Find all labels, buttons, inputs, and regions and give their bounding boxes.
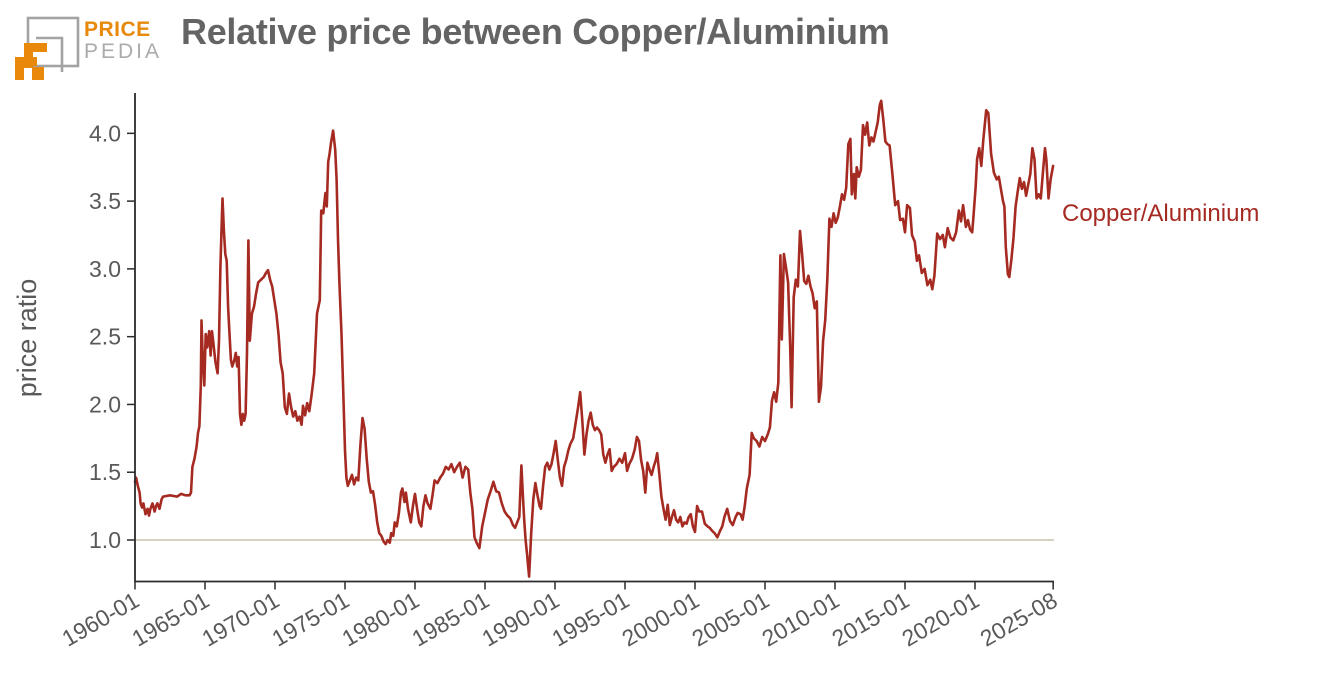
x-axis-ticks: 1960-011965-011970-011975-011980-011985-… bbox=[57, 581, 1062, 652]
pricepedia-logo-mark bbox=[15, 16, 80, 80]
y-tick-label: 1.0 bbox=[89, 527, 121, 553]
axes bbox=[134, 93, 1054, 583]
x-tick-label: 1995-01 bbox=[547, 587, 633, 652]
x-tick-label: 1980-01 bbox=[337, 587, 423, 652]
legend-label-copper-aluminium: Copper/Aluminium bbox=[1062, 200, 1259, 227]
x-tick-label: 1990-01 bbox=[477, 587, 563, 652]
y-axis-label: price ratio bbox=[12, 279, 42, 398]
x-tick-label: 2010-01 bbox=[757, 587, 843, 652]
x-tick-label: 2015-01 bbox=[827, 587, 913, 652]
logo-text: PRICE PEDIA bbox=[84, 19, 162, 62]
y-tick-label: 3.0 bbox=[89, 256, 121, 282]
x-tick-label: 2000-01 bbox=[617, 587, 703, 652]
logo-inner-bracket bbox=[36, 36, 64, 72]
x-tick-label: 1975-01 bbox=[267, 587, 353, 652]
y-tick-label: 3.5 bbox=[89, 188, 121, 214]
series-line-copper-aluminium bbox=[133, 99, 1055, 578]
y-tick-label: 2.5 bbox=[89, 324, 121, 350]
pricepedia-logo: PRICE PEDIA bbox=[14, 2, 184, 88]
x-tick-label: 2005-01 bbox=[687, 587, 773, 652]
y-axis-ticks: 1.0 1.5 2.0 2.5 3.0 3.5 4.0 bbox=[89, 120, 135, 553]
logo-orange-bracket-2 bbox=[15, 57, 37, 80]
logo-orange-square bbox=[32, 67, 44, 80]
chart-title: Relative price between Copper/Aluminium bbox=[181, 11, 890, 52]
x-tick-label: 2020-01 bbox=[897, 587, 983, 652]
x-tick-label: 1970-01 bbox=[197, 587, 283, 652]
y-tick-label: 1.5 bbox=[89, 459, 121, 485]
x-tick-label: 1985-01 bbox=[407, 587, 493, 652]
y-tick-label: 4.0 bbox=[89, 120, 121, 146]
x-tick-label: 1960-01 bbox=[57, 587, 143, 652]
y-tick-label: 2.0 bbox=[89, 391, 121, 417]
x-tick-label: 1965-01 bbox=[127, 587, 213, 652]
logo-text-pedia: PEDIA bbox=[84, 40, 163, 63]
logo-text-price: PRICE bbox=[84, 18, 151, 41]
x-tick-label: 2025-08 bbox=[976, 587, 1062, 652]
logo-outer-square bbox=[26, 16, 80, 68]
